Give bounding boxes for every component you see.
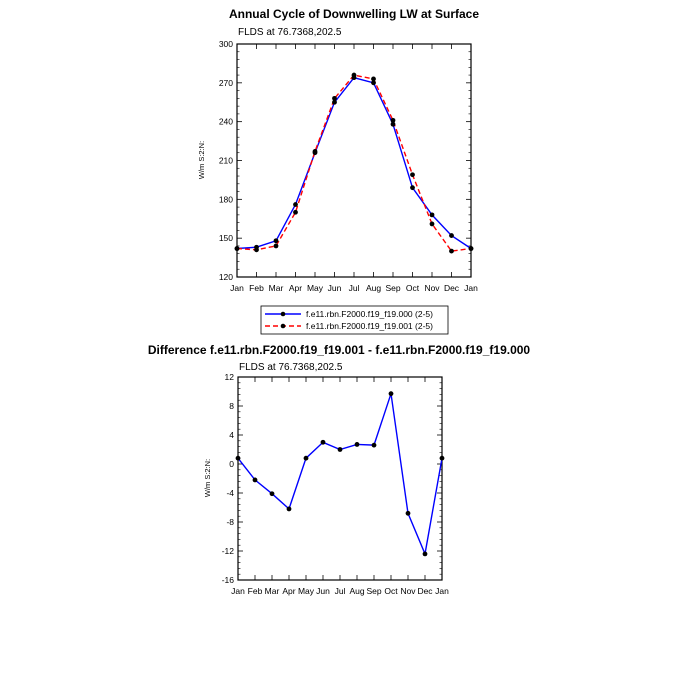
y-tick-label: 0 [229, 459, 234, 469]
legend-marker-series-1 [280, 311, 286, 317]
annual-cycle-panel: Annual Cycle of Downwelling LW at Surfac… [197, 7, 479, 293]
x-tick-label: Aug [349, 586, 364, 596]
y-tick-label: 120 [219, 272, 233, 282]
data-point [273, 243, 279, 249]
data-point [312, 149, 318, 154]
y-tick-label: 150 [219, 233, 233, 243]
x-tick-label: Jul [349, 283, 360, 293]
x-tick-label: Oct [384, 586, 398, 596]
data-point [410, 185, 415, 191]
data-point [429, 221, 435, 227]
data-point [235, 455, 241, 461]
y-tick-label: -12 [222, 546, 235, 556]
x-tick-label: Jan [464, 283, 478, 293]
x-tick-label: Aug [366, 283, 381, 293]
x-tick-label: Apr [289, 283, 302, 293]
data-point [351, 72, 357, 78]
axis-ticks: Jan Feb Mar Apr May Jun Jul Aug Sep Oct Nov Dec Jan1… [219, 39, 478, 293]
x-tick-label: Mar [265, 586, 280, 596]
data-point [371, 442, 377, 448]
data-point [449, 233, 454, 238]
data-point [422, 551, 428, 557]
series-line-1 [236, 76, 472, 250]
y-tick-label: 300 [219, 39, 233, 49]
chart-subtitle: FLDS at 76.7368,202.5 [238, 27, 342, 38]
data-point [371, 80, 376, 86]
legend-label-series-2: f.e11.rbn.F2000.f19_f19.001 (2-5) [306, 321, 433, 331]
series-line-2 [236, 74, 472, 252]
x-tick-label: May [298, 586, 315, 596]
data-point [390, 121, 396, 127]
data-point [332, 95, 337, 101]
chart-title: Annual Cycle of Downwelling LW at Surfac… [229, 7, 479, 21]
series-group [235, 391, 445, 557]
x-tick-label: May [307, 283, 324, 293]
data-point [388, 391, 394, 397]
data-point [468, 246, 474, 251]
data-point [293, 202, 298, 207]
data-point [252, 477, 258, 483]
y-tick-label: 210 [219, 156, 233, 166]
data-point [269, 491, 275, 497]
data-point [410, 172, 415, 178]
y-tick-label: 12 [225, 372, 235, 382]
difference-panel: Difference f.e11.rbn.F2000.f19_f19.001 -… [148, 343, 531, 596]
data-point [293, 209, 298, 215]
data-point [273, 238, 279, 244]
x-tick-label: Dec [444, 283, 460, 293]
y-axis-label: W/m S:2:N: [203, 459, 212, 497]
plot-frame [237, 376, 443, 581]
data-point [303, 455, 309, 461]
data-point [254, 247, 259, 253]
data-point [439, 455, 445, 461]
y-tick-label: -16 [222, 575, 235, 585]
x-tick-label: Sep [385, 283, 400, 293]
data-point [371, 76, 376, 82]
x-tick-label: Nov [400, 586, 416, 596]
data-point [405, 510, 411, 516]
x-tick-label: Jan [435, 586, 449, 596]
x-tick-label: Dec [417, 586, 433, 596]
data-point [354, 442, 360, 447]
data-point [337, 447, 343, 452]
x-tick-label: Feb [249, 283, 264, 293]
y-tick-label: -8 [226, 517, 234, 527]
x-tick-label: Jun [316, 586, 330, 596]
legend-marker-series-2 [280, 323, 286, 329]
x-tick-label: Oct [406, 283, 420, 293]
y-tick-label: 180 [219, 194, 233, 204]
y-tick-label: 240 [219, 117, 233, 127]
data-point [332, 99, 337, 105]
y-tick-label: 8 [229, 401, 234, 411]
data-point [449, 248, 454, 254]
x-tick-label: Jan [231, 586, 245, 596]
axis-ticks: Jan Feb Mar Apr May Jun Jul Aug Sep Oct Nov Dec Jan-… [222, 372, 449, 596]
series-line-1 [237, 393, 443, 557]
data-point [234, 246, 240, 251]
chart-title: Difference f.e11.rbn.F2000.f19_f19.001 -… [148, 343, 531, 357]
x-tick-label: Apr [282, 586, 295, 596]
x-tick-label: Jan [230, 283, 244, 293]
chart-subtitle: FLDS at 76.7368,202.5 [239, 362, 343, 373]
x-tick-label: Jul [335, 586, 346, 596]
legend-box [260, 305, 449, 335]
x-tick-label: Mar [269, 283, 284, 293]
data-point [390, 117, 396, 123]
legend-label-series-1: f.e11.rbn.F2000.f19_f19.000 (2-5) [306, 309, 433, 319]
data-point [286, 506, 292, 512]
data-point [320, 439, 326, 445]
series-group [234, 72, 474, 254]
y-axis-label: W/m S:2:N: [197, 141, 206, 179]
y-tick-label: -4 [226, 488, 234, 498]
x-tick-label: Sep [366, 586, 381, 596]
x-tick-label: Jun [328, 283, 342, 293]
legend: f.e11.rbn.F2000.f19_f19.000 (2-5) f.e11.… [260, 305, 449, 335]
x-tick-label: Feb [248, 586, 263, 596]
y-tick-label: 4 [229, 430, 234, 440]
data-point [429, 212, 435, 218]
y-tick-label: 270 [219, 78, 233, 88]
x-tick-label: Nov [424, 283, 440, 293]
